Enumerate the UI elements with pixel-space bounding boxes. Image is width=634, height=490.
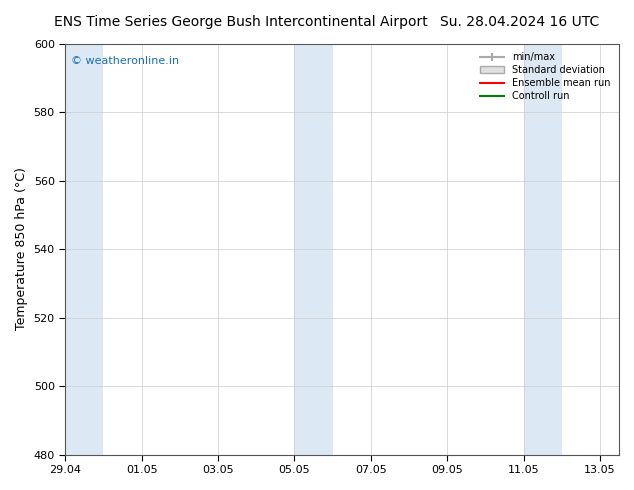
Y-axis label: Temperature 850 hPa (°C): Temperature 850 hPa (°C) (15, 168, 28, 330)
Text: © weatheronline.in: © weatheronline.in (71, 56, 179, 66)
Bar (294, 44, 333, 455)
Legend: min/max, Standard deviation, Ensemble mean run, Controll run: min/max, Standard deviation, Ensemble me… (476, 49, 614, 105)
Bar (65, 44, 103, 455)
Text: ENS Time Series George Bush Intercontinental Airport: ENS Time Series George Bush Intercontine… (54, 15, 428, 29)
Bar (524, 44, 562, 455)
Text: Su. 28.04.2024 16 UTC: Su. 28.04.2024 16 UTC (440, 15, 600, 29)
